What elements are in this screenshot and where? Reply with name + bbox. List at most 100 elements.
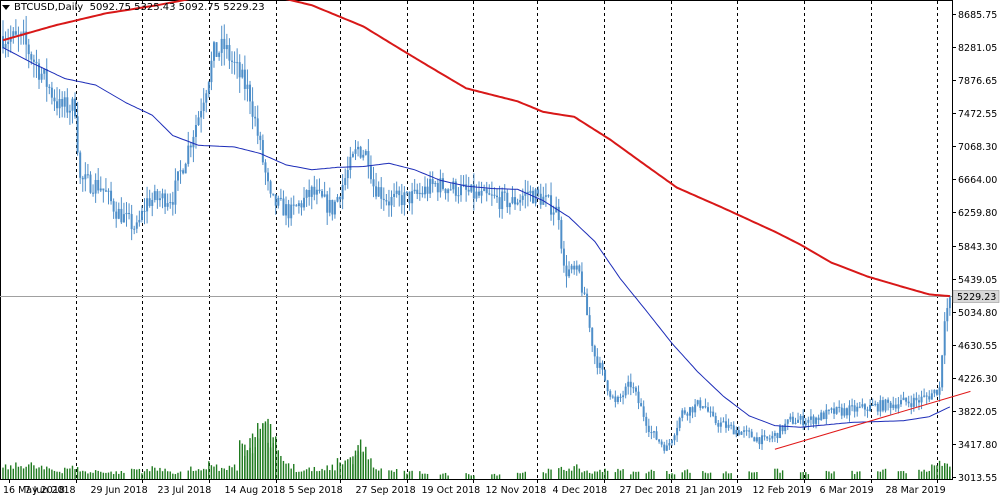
- candle-body: [591, 327, 594, 346]
- candle-body: [269, 181, 272, 194]
- low-value: 5092.75: [178, 2, 221, 13]
- candle-body: [220, 38, 223, 53]
- candle-body: [130, 214, 133, 230]
- candle-body: [573, 265, 576, 270]
- candle-body: [820, 412, 823, 421]
- candle-body: [246, 84, 249, 89]
- candle-body: [863, 404, 866, 410]
- candle-body: [346, 169, 349, 179]
- candle-body: [660, 441, 663, 445]
- y-tick-label: 7876.65: [958, 76, 997, 87]
- candle-body: [351, 153, 354, 157]
- candle-body: [858, 406, 861, 408]
- candle-body: [462, 184, 465, 186]
- candle-body: [135, 222, 138, 229]
- candle-body: [804, 422, 807, 426]
- candle-body: [444, 188, 447, 194]
- candle-body: [45, 69, 48, 87]
- candle-body: [503, 191, 506, 193]
- chevron-down-icon[interactable]: [2, 4, 10, 10]
- candle-body: [92, 192, 95, 194]
- candle-body: [776, 433, 779, 439]
- candle-body: [557, 206, 560, 221]
- candle-body: [380, 187, 383, 199]
- candle-body: [295, 205, 298, 207]
- candle-body: [851, 405, 854, 407]
- candle-body: [706, 407, 709, 412]
- candle-body: [732, 425, 735, 435]
- candle-body: [465, 184, 468, 190]
- candle-body: [488, 193, 491, 195]
- candle-body: [889, 402, 892, 408]
- candle-body: [331, 199, 334, 215]
- candle-body: [151, 199, 154, 206]
- y-tick-label: 5843.30: [958, 242, 997, 253]
- candle-body: [933, 389, 936, 394]
- candle-body: [32, 59, 35, 62]
- candle-body: [459, 185, 462, 196]
- candle-body: [441, 178, 444, 189]
- candle-body: [215, 42, 218, 57]
- candle-body: [2, 36, 4, 49]
- candle-body: [140, 210, 143, 220]
- candle-body: [359, 146, 362, 158]
- candle-body: [622, 395, 625, 398]
- candle-body: [315, 189, 318, 195]
- candle-body: [79, 152, 82, 178]
- candle-body: [200, 110, 203, 118]
- candle-body: [838, 406, 841, 408]
- candle-body: [22, 31, 25, 34]
- candle-body: [349, 156, 352, 170]
- candle-body: [740, 431, 743, 435]
- candle-body: [169, 202, 172, 204]
- candle-body: [712, 411, 715, 416]
- candle-body: [138, 219, 141, 223]
- candle-body: [580, 271, 583, 293]
- candle-body: [290, 204, 293, 219]
- x-tick-label: 4 Dec 2018: [553, 485, 608, 496]
- candle-body: [809, 416, 812, 420]
- candle-body: [158, 198, 161, 201]
- candle-body: [614, 396, 617, 402]
- candle-body: [717, 423, 720, 427]
- candle-body: [876, 403, 879, 412]
- candle-body: [86, 174, 89, 176]
- candle-body: [174, 180, 177, 205]
- candle-body: [264, 162, 267, 173]
- candle-body: [164, 193, 167, 207]
- x-tick-label: 29 Jun 2018: [91, 485, 148, 496]
- candle-body: [761, 435, 764, 445]
- candle-body: [941, 355, 944, 388]
- candle-body: [709, 411, 712, 413]
- candle-body: [498, 197, 501, 210]
- candle-layer: [2, 15, 951, 454]
- candle-body: [287, 204, 290, 219]
- candle-body: [912, 397, 915, 407]
- close-value: 5229.23: [223, 2, 265, 13]
- y-tick-label: 3822.05: [958, 407, 997, 418]
- candle-body: [261, 140, 264, 163]
- candle-body: [431, 179, 434, 185]
- candle-body: [423, 186, 426, 195]
- candle-body: [390, 196, 393, 206]
- candle-body: [187, 145, 190, 164]
- candle-body: [779, 425, 782, 439]
- candle-body: [514, 197, 517, 205]
- candle-body: [117, 208, 120, 219]
- candle-body: [398, 190, 401, 196]
- candle-body: [233, 61, 236, 63]
- candle-body: [421, 192, 424, 195]
- candle-body: [184, 163, 187, 174]
- candle-body: [833, 408, 836, 414]
- candle-body: [457, 195, 460, 197]
- symbol-label: BTCUSD,Daily: [14, 2, 84, 13]
- candle-body: [948, 297, 951, 309]
- x-tick-label: 5 Sep 2018: [289, 485, 343, 496]
- candle-body: [179, 170, 182, 172]
- candle-body: [449, 189, 452, 191]
- candle-body: [241, 69, 244, 78]
- candle-body: [701, 406, 704, 408]
- x-tick-label: 23 Jul 2018: [158, 485, 212, 496]
